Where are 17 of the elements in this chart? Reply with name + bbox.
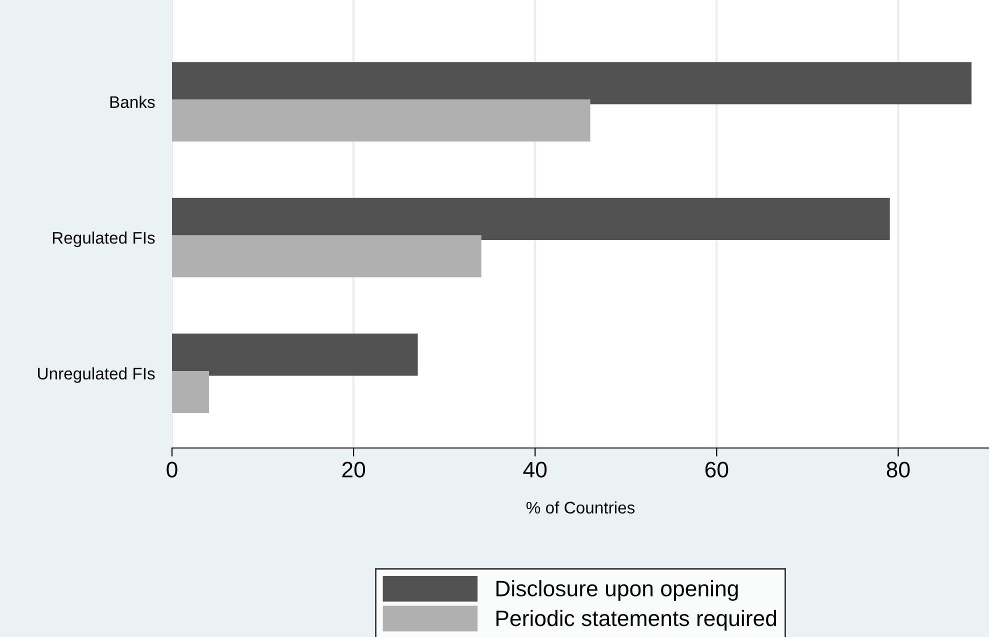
bar [172,334,418,376]
y-tick-label: Regulated FIs [52,232,155,248]
y-tick-label: Unregulated FIs [38,367,155,383]
bar [172,198,890,240]
y-tick-label: Banks [110,96,155,108]
x-axis-title: % of Countries [526,501,635,514]
legend-label: Periodic statements required [496,610,776,631]
bar [172,235,482,278]
x-tick-label: 20 [342,462,366,478]
legend-label: Disclosure upon opening [496,580,738,601]
x-tick-label: 80 [886,462,910,478]
bar [172,370,210,414]
bar [172,99,590,142]
x-tick-label: 0 [166,462,178,478]
bar [172,62,972,104]
x-tick-label: 40 [523,462,547,478]
x-tick-label: 60 [705,462,728,478]
